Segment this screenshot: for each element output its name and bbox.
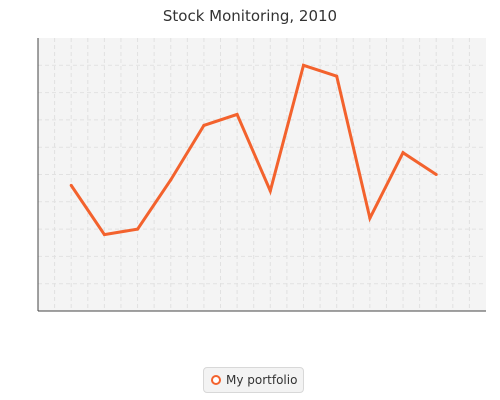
series-layer: [69, 63, 438, 237]
legend: My portfolio: [203, 367, 305, 393]
data-point-my-portfolio: [401, 151, 405, 155]
legend-label-my-portfolio: My portfolio: [226, 373, 298, 387]
data-point-my-portfolio: [434, 173, 438, 176]
data-point-my-portfolio: [69, 183, 73, 187]
series-line-my-portfolio: [69, 63, 438, 237]
data-point-my-portfolio: [169, 178, 173, 182]
data-point-my-portfolio: [368, 216, 372, 220]
data-point-my-portfolio: [301, 63, 305, 67]
data-point-my-portfolio: [268, 189, 272, 193]
data-point-my-portfolio: [202, 123, 206, 127]
data-point-my-portfolio: [235, 112, 239, 116]
grid: [38, 38, 486, 311]
data-point-my-portfolio: [136, 227, 140, 231]
chart-title: Stock Monitoring, 2010: [162, 7, 338, 25]
data-point-my-portfolio: [335, 74, 339, 78]
legend-symbol-my-portfolio: [211, 375, 221, 385]
data-point-my-portfolio: [102, 233, 106, 237]
axes: [37, 38, 486, 312]
